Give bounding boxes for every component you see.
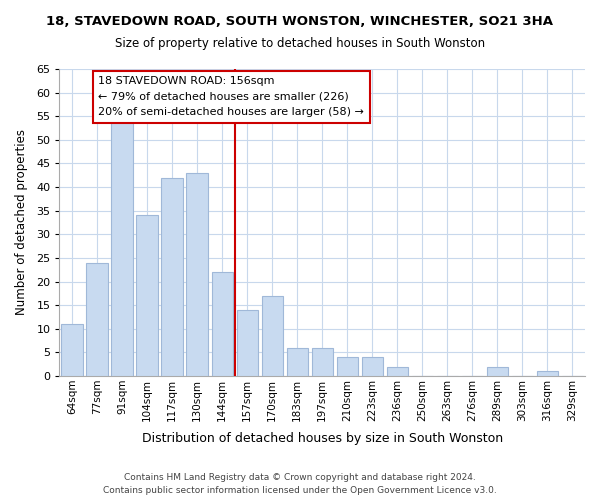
- Bar: [386, 366, 408, 376]
- Bar: [161, 178, 183, 376]
- Text: Contains HM Land Registry data © Crown copyright and database right 2024.
Contai: Contains HM Land Registry data © Crown c…: [103, 473, 497, 495]
- Bar: [487, 366, 508, 376]
- Bar: [187, 173, 208, 376]
- Text: Size of property relative to detached houses in South Wonston: Size of property relative to detached ho…: [115, 38, 485, 51]
- Y-axis label: Number of detached properties: Number of detached properties: [15, 130, 28, 316]
- Bar: [311, 348, 333, 376]
- Text: 18 STAVEDOWN ROAD: 156sqm
← 79% of detached houses are smaller (226)
20% of semi: 18 STAVEDOWN ROAD: 156sqm ← 79% of detac…: [98, 76, 364, 118]
- X-axis label: Distribution of detached houses by size in South Wonston: Distribution of detached houses by size …: [142, 432, 503, 445]
- Bar: [136, 216, 158, 376]
- Bar: [236, 310, 258, 376]
- Bar: [362, 357, 383, 376]
- Bar: [262, 296, 283, 376]
- Bar: [287, 348, 308, 376]
- Bar: [61, 324, 83, 376]
- Text: 18, STAVEDOWN ROAD, SOUTH WONSTON, WINCHESTER, SO21 3HA: 18, STAVEDOWN ROAD, SOUTH WONSTON, WINCH…: [47, 15, 554, 28]
- Bar: [337, 357, 358, 376]
- Bar: [537, 372, 558, 376]
- Bar: [86, 262, 107, 376]
- Bar: [212, 272, 233, 376]
- Bar: [112, 121, 133, 376]
